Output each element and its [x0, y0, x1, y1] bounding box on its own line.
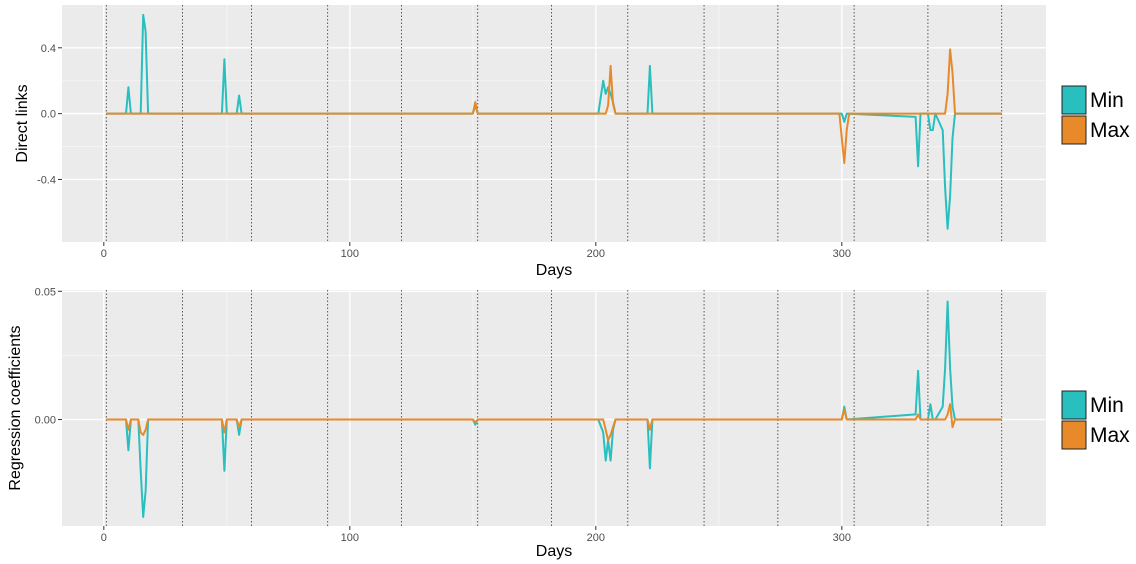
- x-tick-label: 100: [341, 532, 359, 544]
- y-tick-label: 0.00: [35, 415, 56, 427]
- legend-label-min: Min: [1090, 394, 1124, 417]
- x-axis-title: Days: [536, 262, 572, 279]
- series-line-max: [106, 403, 1002, 442]
- legend-key-max: [1061, 115, 1087, 145]
- x-tick-label: 300: [833, 248, 851, 260]
- plot-background: [62, 290, 1046, 526]
- x-tick-label: 200: [587, 532, 605, 544]
- y-axis-title: Direct links: [14, 84, 31, 162]
- legend-label-min: Min: [1090, 89, 1124, 112]
- legend-key-min: [1061, 85, 1087, 115]
- legend-label-max: Max: [1090, 119, 1130, 142]
- chart-panel-2: 0.05 0.00 0 100 200 300 Days Regression coeffic…: [7, 286, 1130, 560]
- y-tick-label: 0.4: [41, 43, 56, 55]
- x-tick-label: 200: [587, 248, 605, 260]
- x-tick-label: 0: [101, 532, 107, 544]
- y-tick-label: 0.05: [35, 286, 56, 298]
- legend: Min Max: [1061, 85, 1130, 145]
- plot-background: [62, 5, 1046, 242]
- y-tick-label: -0.4: [37, 174, 56, 186]
- legend: Min Max: [1061, 390, 1130, 450]
- x-tick-label: 100: [341, 248, 359, 260]
- series-line-max: [106, 48, 1002, 164]
- y-tick-label: 0.0: [41, 109, 56, 121]
- legend-key-max: [1061, 420, 1087, 450]
- legend-key-min: [1061, 390, 1087, 420]
- x-axis-title: Days: [536, 543, 572, 560]
- x-tick-label: 0: [101, 248, 107, 260]
- x-tick-label: 300: [833, 532, 851, 544]
- legend-label-max: Max: [1090, 424, 1130, 447]
- y-axis-title: Regression coefficients: [7, 325, 24, 490]
